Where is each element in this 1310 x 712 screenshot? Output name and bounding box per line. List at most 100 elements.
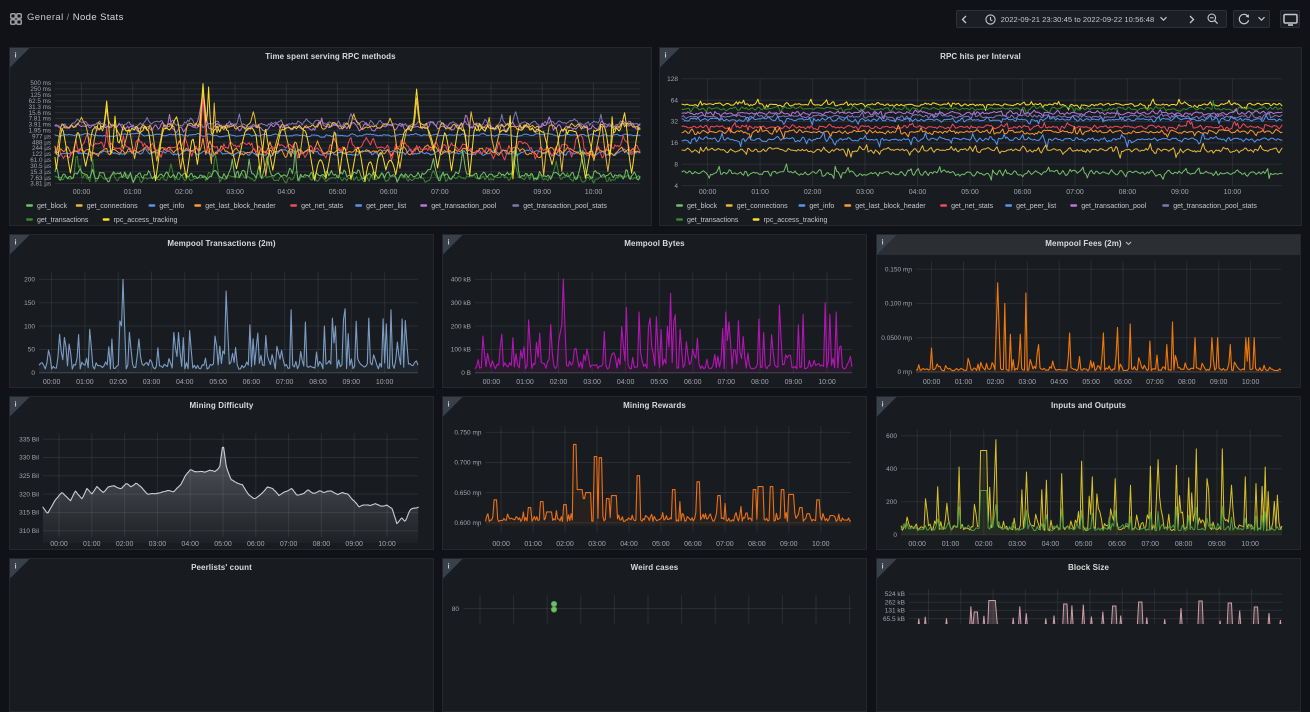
- svg-text:00:00: 00:00: [923, 379, 941, 386]
- svg-text:09:00: 09:00: [534, 189, 552, 196]
- svg-text:325 Bil: 325 Bil: [19, 473, 39, 480]
- svg-text:10:00: 10:00: [585, 189, 603, 196]
- svg-text:i: i: [882, 238, 884, 247]
- svg-text:00:00: 00:00: [73, 189, 91, 196]
- svg-text:03:00: 03:00: [226, 189, 244, 196]
- svg-text:get_net_stats: get_net_stats: [301, 203, 344, 210]
- svg-text:0: 0: [31, 370, 35, 377]
- svg-text:10:00: 10:00: [376, 379, 394, 386]
- svg-text:06:00: 06:00: [1114, 379, 1132, 386]
- svg-text:32: 32: [671, 119, 679, 126]
- svg-text:07:00: 07:00: [1146, 379, 1164, 386]
- svg-text:65.5 kB: 65.5 kB: [883, 616, 905, 623]
- svg-text:06:00: 06:00: [1014, 189, 1032, 196]
- svg-text:08:00: 08:00: [748, 541, 766, 548]
- svg-text:400: 400: [886, 466, 897, 473]
- svg-text:01:00: 01:00: [955, 379, 973, 386]
- svg-text:09:00: 09:00: [343, 379, 361, 386]
- svg-text:0.100 mɲ: 0.100 mɲ: [885, 301, 912, 308]
- svg-text:100 kB: 100 kB: [451, 347, 471, 354]
- svg-text:02:00: 02:00: [975, 541, 993, 548]
- svg-text:i: i: [882, 562, 884, 571]
- svg-text:03:00: 03:00: [1008, 541, 1026, 548]
- svg-text:62.5 ms: 62.5 ms: [29, 98, 51, 105]
- svg-text:06:00: 06:00: [1108, 541, 1126, 548]
- svg-text:get_connections: get_connections: [737, 203, 788, 210]
- svg-text:i: i: [15, 400, 17, 409]
- svg-text:01:00: 01:00: [751, 189, 769, 196]
- svg-text:05:00: 05:00: [1082, 379, 1100, 386]
- svg-text:09:00: 09:00: [1171, 189, 1189, 196]
- svg-text:i: i: [882, 400, 884, 409]
- svg-text:05:00: 05:00: [650, 379, 668, 386]
- svg-text:15.3 µs: 15.3 µs: [30, 169, 51, 176]
- svg-text:0.600 mɲ: 0.600 mɲ: [454, 520, 481, 527]
- svg-text:04:00: 04:00: [909, 189, 927, 196]
- svg-text:01:00: 01:00: [124, 189, 142, 196]
- svg-text:00:00: 00:00: [492, 541, 510, 548]
- svg-text:03:00: 03:00: [588, 541, 606, 548]
- svg-text:get_block: get_block: [37, 203, 67, 210]
- svg-text:02:00: 02:00: [804, 189, 822, 196]
- svg-text:0.650 mɲ: 0.650 mɲ: [454, 490, 481, 497]
- svg-text:09:00: 09:00: [345, 541, 363, 548]
- svg-text:01:00: 01:00: [76, 379, 94, 386]
- svg-text:10:00: 10:00: [818, 379, 836, 386]
- svg-text:244 µs: 244 µs: [32, 145, 51, 152]
- svg-text:get_info: get_info: [809, 203, 834, 210]
- svg-text:262 kB: 262 kB: [885, 599, 905, 606]
- svg-text:09:00: 09:00: [780, 541, 798, 548]
- svg-text:i: i: [448, 400, 450, 409]
- svg-text:09:00: 09:00: [785, 379, 803, 386]
- svg-text:02:00: 02:00: [987, 379, 1005, 386]
- svg-text:09:00: 09:00: [1210, 379, 1228, 386]
- svg-text:08:00: 08:00: [482, 189, 500, 196]
- svg-text:00:00: 00:00: [908, 541, 926, 548]
- svg-text:0.750 mɲ: 0.750 mɲ: [454, 430, 481, 437]
- svg-text:03:00: 03:00: [1019, 379, 1037, 386]
- svg-text:02:00: 02:00: [109, 379, 127, 386]
- svg-text:01:00: 01:00: [524, 541, 542, 548]
- svg-text:03:00: 03:00: [143, 379, 161, 386]
- svg-text:00:00: 00:00: [43, 379, 61, 386]
- svg-text:335 Bil: 335 Bil: [19, 436, 39, 443]
- svg-text:06:00: 06:00: [243, 379, 261, 386]
- svg-text:i: i: [448, 562, 450, 571]
- svg-text:rpc_access_tracking: rpc_access_tracking: [114, 217, 178, 224]
- svg-text:04:00: 04:00: [278, 189, 296, 196]
- svg-text:get_transaction_pool_stats: get_transaction_pool_stats: [523, 203, 607, 210]
- svg-text:04:00: 04:00: [617, 379, 635, 386]
- svg-text:00:00: 00:00: [50, 541, 68, 548]
- svg-text:get_transactions: get_transactions: [37, 217, 89, 224]
- svg-text:0.150 mɲ: 0.150 mɲ: [885, 266, 912, 273]
- svg-text:get_transaction_pool_stats: get_transaction_pool_stats: [1173, 203, 1257, 210]
- svg-text:00:00: 00:00: [699, 189, 717, 196]
- svg-text:150: 150: [24, 300, 35, 307]
- svg-text:08:00: 08:00: [309, 379, 327, 386]
- svg-text:get_transactions: get_transactions: [687, 217, 739, 224]
- svg-text:61.0 µs: 61.0 µs: [30, 157, 51, 164]
- svg-text:0.700 mɲ: 0.700 mɲ: [454, 460, 481, 467]
- svg-text:04:00: 04:00: [1050, 379, 1068, 386]
- svg-text:07:00: 07:00: [718, 379, 736, 386]
- svg-text:500 ms: 500 ms: [30, 80, 51, 87]
- svg-text:06:00: 06:00: [380, 189, 398, 196]
- svg-text:02:00: 02:00: [556, 541, 574, 548]
- svg-text:310 Bil: 310 Bil: [19, 528, 39, 535]
- svg-text:30.5 µs: 30.5 µs: [30, 163, 51, 170]
- svg-text:128: 128: [667, 76, 678, 83]
- svg-text:50: 50: [28, 347, 36, 354]
- svg-text:rpc_access_tracking: rpc_access_tracking: [764, 217, 828, 224]
- svg-text:122 µs: 122 µs: [32, 151, 51, 158]
- svg-text:320 Bil: 320 Bil: [19, 491, 39, 498]
- svg-text:200: 200: [24, 277, 35, 284]
- svg-text:07:00: 07:00: [716, 541, 734, 548]
- svg-text:0.0500 mɲ: 0.0500 mɲ: [881, 335, 912, 342]
- svg-text:05:00: 05:00: [209, 379, 227, 386]
- svg-text:08:00: 08:00: [751, 379, 769, 386]
- svg-text:0: 0: [893, 532, 897, 539]
- svg-text:07:00: 07:00: [431, 189, 449, 196]
- svg-text:100: 100: [24, 323, 35, 330]
- svg-text:4: 4: [674, 183, 678, 190]
- svg-text:05:00: 05:00: [329, 189, 347, 196]
